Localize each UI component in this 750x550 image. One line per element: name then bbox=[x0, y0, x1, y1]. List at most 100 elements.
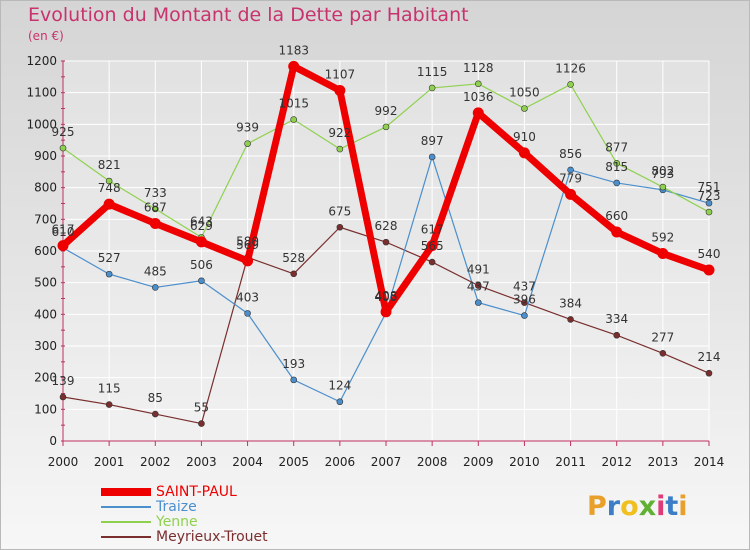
data-label-traize: 403 bbox=[236, 290, 259, 304]
data-point-traize bbox=[428, 153, 436, 161]
data-label-meyrieux-trouet: 565 bbox=[421, 239, 444, 253]
data-label-meyrieux-trouet: 384 bbox=[559, 296, 582, 310]
data-point-traize bbox=[336, 398, 344, 406]
data-point-meyrieux-trouet bbox=[659, 349, 667, 357]
data-point-yenne bbox=[428, 84, 436, 92]
legend-swatch bbox=[101, 521, 151, 523]
data-label-traize: 897 bbox=[421, 134, 444, 148]
data-label-yenne: 1128 bbox=[463, 61, 494, 75]
y-tick-label: 900 bbox=[34, 149, 57, 163]
data-label-meyrieux-trouet: 491 bbox=[467, 263, 490, 277]
data-label-traize: 193 bbox=[282, 357, 305, 371]
x-tick-label: 2014 bbox=[694, 455, 725, 469]
data-point-yenne bbox=[659, 183, 667, 191]
data-point-yenne bbox=[59, 144, 67, 152]
data-label-saint-paul: 1107 bbox=[325, 67, 356, 81]
data-label-meyrieux-trouet: 628 bbox=[375, 219, 398, 233]
data-label-meyrieux-trouet: 334 bbox=[605, 312, 628, 326]
data-label-meyrieux-trouet: 580 bbox=[236, 234, 259, 248]
data-label-yenne: 877 bbox=[605, 140, 628, 154]
x-tick-label: 2009 bbox=[463, 455, 494, 469]
data-label-saint-paul: 779 bbox=[559, 171, 582, 185]
data-point-saint-paul bbox=[334, 84, 346, 96]
data-point-meyrieux-trouet bbox=[336, 223, 344, 231]
y-tick-label: 700 bbox=[34, 212, 57, 226]
x-tick-label: 2008 bbox=[417, 455, 448, 469]
data-label-meyrieux-trouet: 55 bbox=[194, 401, 209, 415]
data-label-saint-paul: 1183 bbox=[278, 43, 309, 57]
x-tick-label: 2000 bbox=[48, 455, 79, 469]
data-label-meyrieux-trouet: 115 bbox=[98, 382, 121, 396]
data-point-meyrieux-trouet bbox=[428, 258, 436, 266]
data-label-saint-paul: 1036 bbox=[463, 90, 494, 104]
x-tick-label: 2006 bbox=[325, 455, 356, 469]
data-point-meyrieux-trouet bbox=[382, 238, 390, 246]
data-label-yenne: 643 bbox=[190, 214, 213, 228]
legend-swatch bbox=[101, 536, 151, 538]
data-label-saint-paul: 748 bbox=[98, 181, 121, 195]
legend-label: Yenne bbox=[156, 514, 198, 530]
data-point-meyrieux-trouet bbox=[705, 369, 713, 377]
data-label-yenne: 802 bbox=[651, 164, 674, 178]
y-tick-label: 1200 bbox=[26, 54, 57, 68]
data-point-meyrieux-trouet bbox=[567, 316, 574, 323]
legend-swatch bbox=[101, 506, 151, 508]
data-label-traize: 793 bbox=[651, 167, 674, 181]
data-point-traize bbox=[151, 284, 159, 291]
data-label-traize: 437 bbox=[467, 280, 490, 294]
data-label-traize: 485 bbox=[144, 264, 167, 278]
x-tick-label: 2011 bbox=[555, 455, 586, 469]
chart-unit: (en €) bbox=[28, 29, 64, 43]
data-label-saint-paul: 408 bbox=[375, 289, 398, 303]
y-tick-label: 1000 bbox=[26, 117, 57, 131]
data-label-meyrieux-trouet: 214 bbox=[698, 350, 721, 364]
data-label-yenne: 1015 bbox=[278, 97, 309, 111]
x-tick-label: 2013 bbox=[648, 455, 679, 469]
x-tick-label: 2012 bbox=[601, 455, 632, 469]
y-tick-label: 500 bbox=[34, 276, 57, 290]
data-point-traize bbox=[613, 179, 621, 187]
data-point-yenne bbox=[151, 205, 159, 213]
data-point-traize bbox=[198, 277, 205, 285]
x-tick-label: 2004 bbox=[232, 455, 263, 469]
data-label-meyrieux-trouet: 675 bbox=[328, 204, 351, 218]
data-point-yenne bbox=[521, 105, 528, 112]
data-point-traize bbox=[521, 312, 528, 319]
data-point-saint-paul bbox=[288, 60, 300, 72]
y-tick-label: 600 bbox=[34, 244, 57, 258]
data-point-traize bbox=[290, 376, 298, 384]
data-point-saint-paul bbox=[426, 240, 438, 252]
data-label-traize: 396 bbox=[513, 293, 536, 307]
legend-label: Meyrieux-Trouet bbox=[156, 529, 268, 545]
data-point-traize bbox=[567, 166, 574, 174]
y-tick-label: 800 bbox=[34, 181, 57, 195]
data-point-saint-paul bbox=[611, 226, 623, 238]
data-label-saint-paul: 910 bbox=[513, 130, 536, 144]
data-label-meyrieux-trouet: 85 bbox=[148, 391, 163, 405]
data-label-saint-paul: 617 bbox=[421, 223, 444, 237]
data-point-meyrieux-trouet bbox=[198, 420, 205, 427]
data-label-traize: 405 bbox=[375, 290, 398, 304]
data-label-traize: 751 bbox=[698, 180, 721, 194]
data-point-meyrieux-trouet bbox=[151, 410, 159, 418]
data-label-traize: 527 bbox=[98, 251, 121, 265]
data-point-traize bbox=[705, 199, 713, 207]
data-point-saint-paul bbox=[242, 255, 254, 267]
data-label-yenne: 1126 bbox=[555, 61, 586, 75]
data-label-traize: 124 bbox=[328, 379, 351, 393]
data-point-saint-paul bbox=[57, 240, 69, 252]
data-label-meyrieux-trouet: 139 bbox=[52, 374, 75, 388]
legend-label: Traize bbox=[156, 499, 197, 515]
data-label-traize: 856 bbox=[559, 147, 582, 161]
y-tick-label: 0 bbox=[49, 434, 57, 448]
data-label-yenne: 992 bbox=[375, 104, 398, 118]
x-tick-label: 2007 bbox=[371, 455, 402, 469]
data-point-yenne bbox=[382, 123, 390, 131]
legend-label: SAINT-PAUL bbox=[156, 484, 237, 500]
data-label-saint-paul: 540 bbox=[698, 247, 721, 261]
x-tick-label: 2001 bbox=[94, 455, 125, 469]
data-point-yenne bbox=[290, 116, 298, 123]
data-label-traize: 610 bbox=[52, 225, 75, 239]
